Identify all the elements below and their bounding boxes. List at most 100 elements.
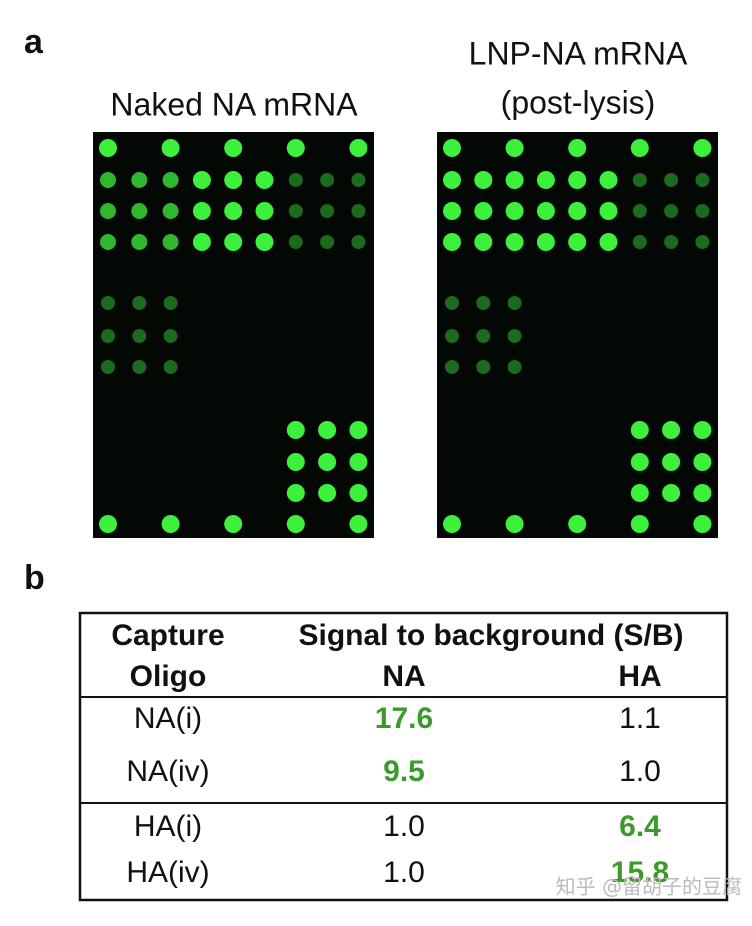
spot	[568, 202, 587, 220]
image-title: LNP-NA mRNA	[469, 35, 688, 71]
spot	[443, 202, 461, 220]
spot	[100, 234, 116, 250]
spot	[632, 173, 647, 187]
spot	[664, 173, 679, 187]
spot	[474, 171, 493, 189]
spot	[318, 484, 337, 502]
spot	[632, 204, 647, 218]
spot	[536, 171, 555, 189]
spot	[161, 139, 180, 157]
spot	[505, 515, 524, 533]
watermark: 知乎 @留胡子的豆腐	[556, 875, 742, 899]
spot	[224, 202, 243, 220]
spot	[224, 233, 243, 251]
spot	[286, 515, 305, 533]
spot	[99, 139, 117, 157]
spot	[662, 421, 681, 439]
spot	[320, 204, 335, 218]
header-cell: Oligo	[130, 660, 207, 693]
spot	[192, 171, 211, 189]
spot	[162, 234, 179, 250]
spot	[132, 360, 147, 374]
row-label: NA(iv)	[126, 755, 209, 788]
row-label: NA(i)	[134, 702, 202, 735]
row-label: HA(i)	[134, 810, 202, 843]
spot	[349, 421, 368, 439]
spot	[286, 139, 305, 157]
spot	[349, 484, 368, 502]
spot	[349, 139, 368, 157]
image-title: Naked NA mRNA	[110, 86, 358, 122]
panel-label: b	[24, 559, 45, 597]
spot	[443, 233, 461, 251]
spot	[224, 139, 243, 157]
cell: 1.0	[619, 755, 661, 788]
spot	[630, 139, 649, 157]
spot	[224, 171, 243, 189]
panel-label: a	[24, 23, 44, 61]
spot	[349, 453, 368, 471]
spot	[351, 235, 366, 249]
spot	[630, 515, 649, 533]
spot	[662, 453, 681, 471]
spot	[131, 203, 148, 219]
spot	[288, 235, 303, 249]
spot	[255, 202, 274, 220]
spot	[101, 296, 115, 310]
header-cell: NA	[382, 660, 425, 693]
spot	[255, 171, 274, 189]
spot	[599, 171, 618, 189]
spot	[662, 484, 681, 502]
spot	[318, 421, 337, 439]
spot	[630, 421, 649, 439]
spot	[632, 235, 647, 249]
spot	[192, 202, 211, 220]
header-cell: HA	[618, 660, 661, 693]
row-label: HA(iv)	[126, 856, 209, 889]
spot	[476, 360, 491, 374]
spot	[224, 515, 243, 533]
spot	[255, 233, 274, 251]
spot	[288, 173, 303, 187]
spot	[286, 484, 305, 502]
spot	[505, 139, 524, 157]
spot	[693, 139, 712, 157]
cell: 9.5	[383, 755, 425, 788]
spot	[163, 329, 178, 343]
spot	[693, 484, 712, 502]
cell: 6.4	[619, 810, 661, 843]
spot	[443, 515, 461, 533]
cell: 15.8	[611, 856, 669, 889]
spot	[163, 296, 178, 310]
cell: 1.0	[383, 856, 425, 889]
spot	[695, 204, 710, 218]
cell: 1.0	[383, 810, 425, 843]
spot	[162, 203, 179, 219]
spot	[445, 296, 459, 310]
spot	[131, 172, 148, 188]
spot	[132, 329, 147, 343]
spot	[162, 172, 179, 188]
spot	[131, 234, 148, 250]
spot	[320, 235, 335, 249]
spot	[693, 421, 712, 439]
spot	[161, 515, 180, 533]
spot	[507, 296, 522, 310]
spot	[101, 360, 115, 374]
spot	[664, 235, 679, 249]
spot	[101, 329, 115, 343]
spot	[351, 204, 366, 218]
spot	[630, 484, 649, 502]
image-title: (post-lysis)	[501, 84, 656, 120]
cell: 1.1	[619, 702, 661, 735]
spot	[536, 202, 555, 220]
spot	[630, 453, 649, 471]
spots	[99, 139, 712, 533]
spot	[288, 204, 303, 218]
spot	[568, 233, 587, 251]
spot	[474, 233, 493, 251]
spot	[100, 172, 116, 188]
spot	[474, 202, 493, 220]
spot	[132, 296, 147, 310]
